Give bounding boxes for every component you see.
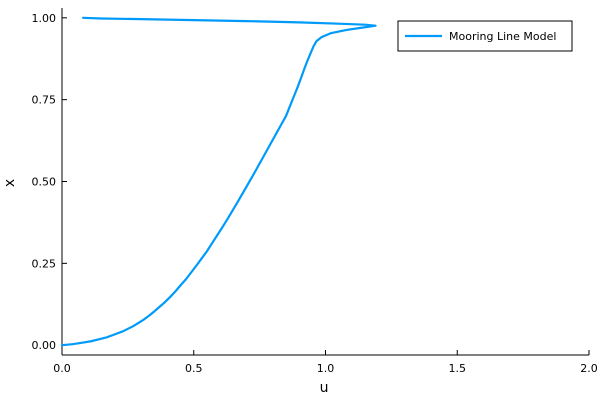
y-axis-title: x bbox=[2, 179, 18, 187]
y-tick-label: 0.00 bbox=[32, 339, 57, 352]
y-ticks: 0.00 0.25 0.50 0.75 1.00 bbox=[32, 12, 67, 352]
y-tick-label: 0.75 bbox=[32, 94, 57, 107]
legend: Mooring Line Model bbox=[397, 20, 573, 52]
series-layer bbox=[60, 16, 377, 347]
series-line bbox=[60, 16, 377, 347]
y-tick-label: 1.00 bbox=[32, 12, 57, 25]
x-tick-label: 0.0 bbox=[53, 362, 71, 375]
x-axis-title: u bbox=[320, 380, 329, 396]
x-ticks: 0.0 0.5 1.0 1.5 2.0 bbox=[53, 350, 598, 375]
x-tick-label: 2.0 bbox=[580, 362, 598, 375]
x-tick-label: 1.5 bbox=[449, 362, 467, 375]
legend-label: Mooring Line Model bbox=[449, 30, 556, 43]
y-tick-label: 0.25 bbox=[32, 257, 57, 270]
x-tick-label: 0.5 bbox=[185, 362, 203, 375]
x-tick-label: 1.0 bbox=[317, 362, 335, 375]
y-tick-label: 0.50 bbox=[32, 176, 57, 189]
